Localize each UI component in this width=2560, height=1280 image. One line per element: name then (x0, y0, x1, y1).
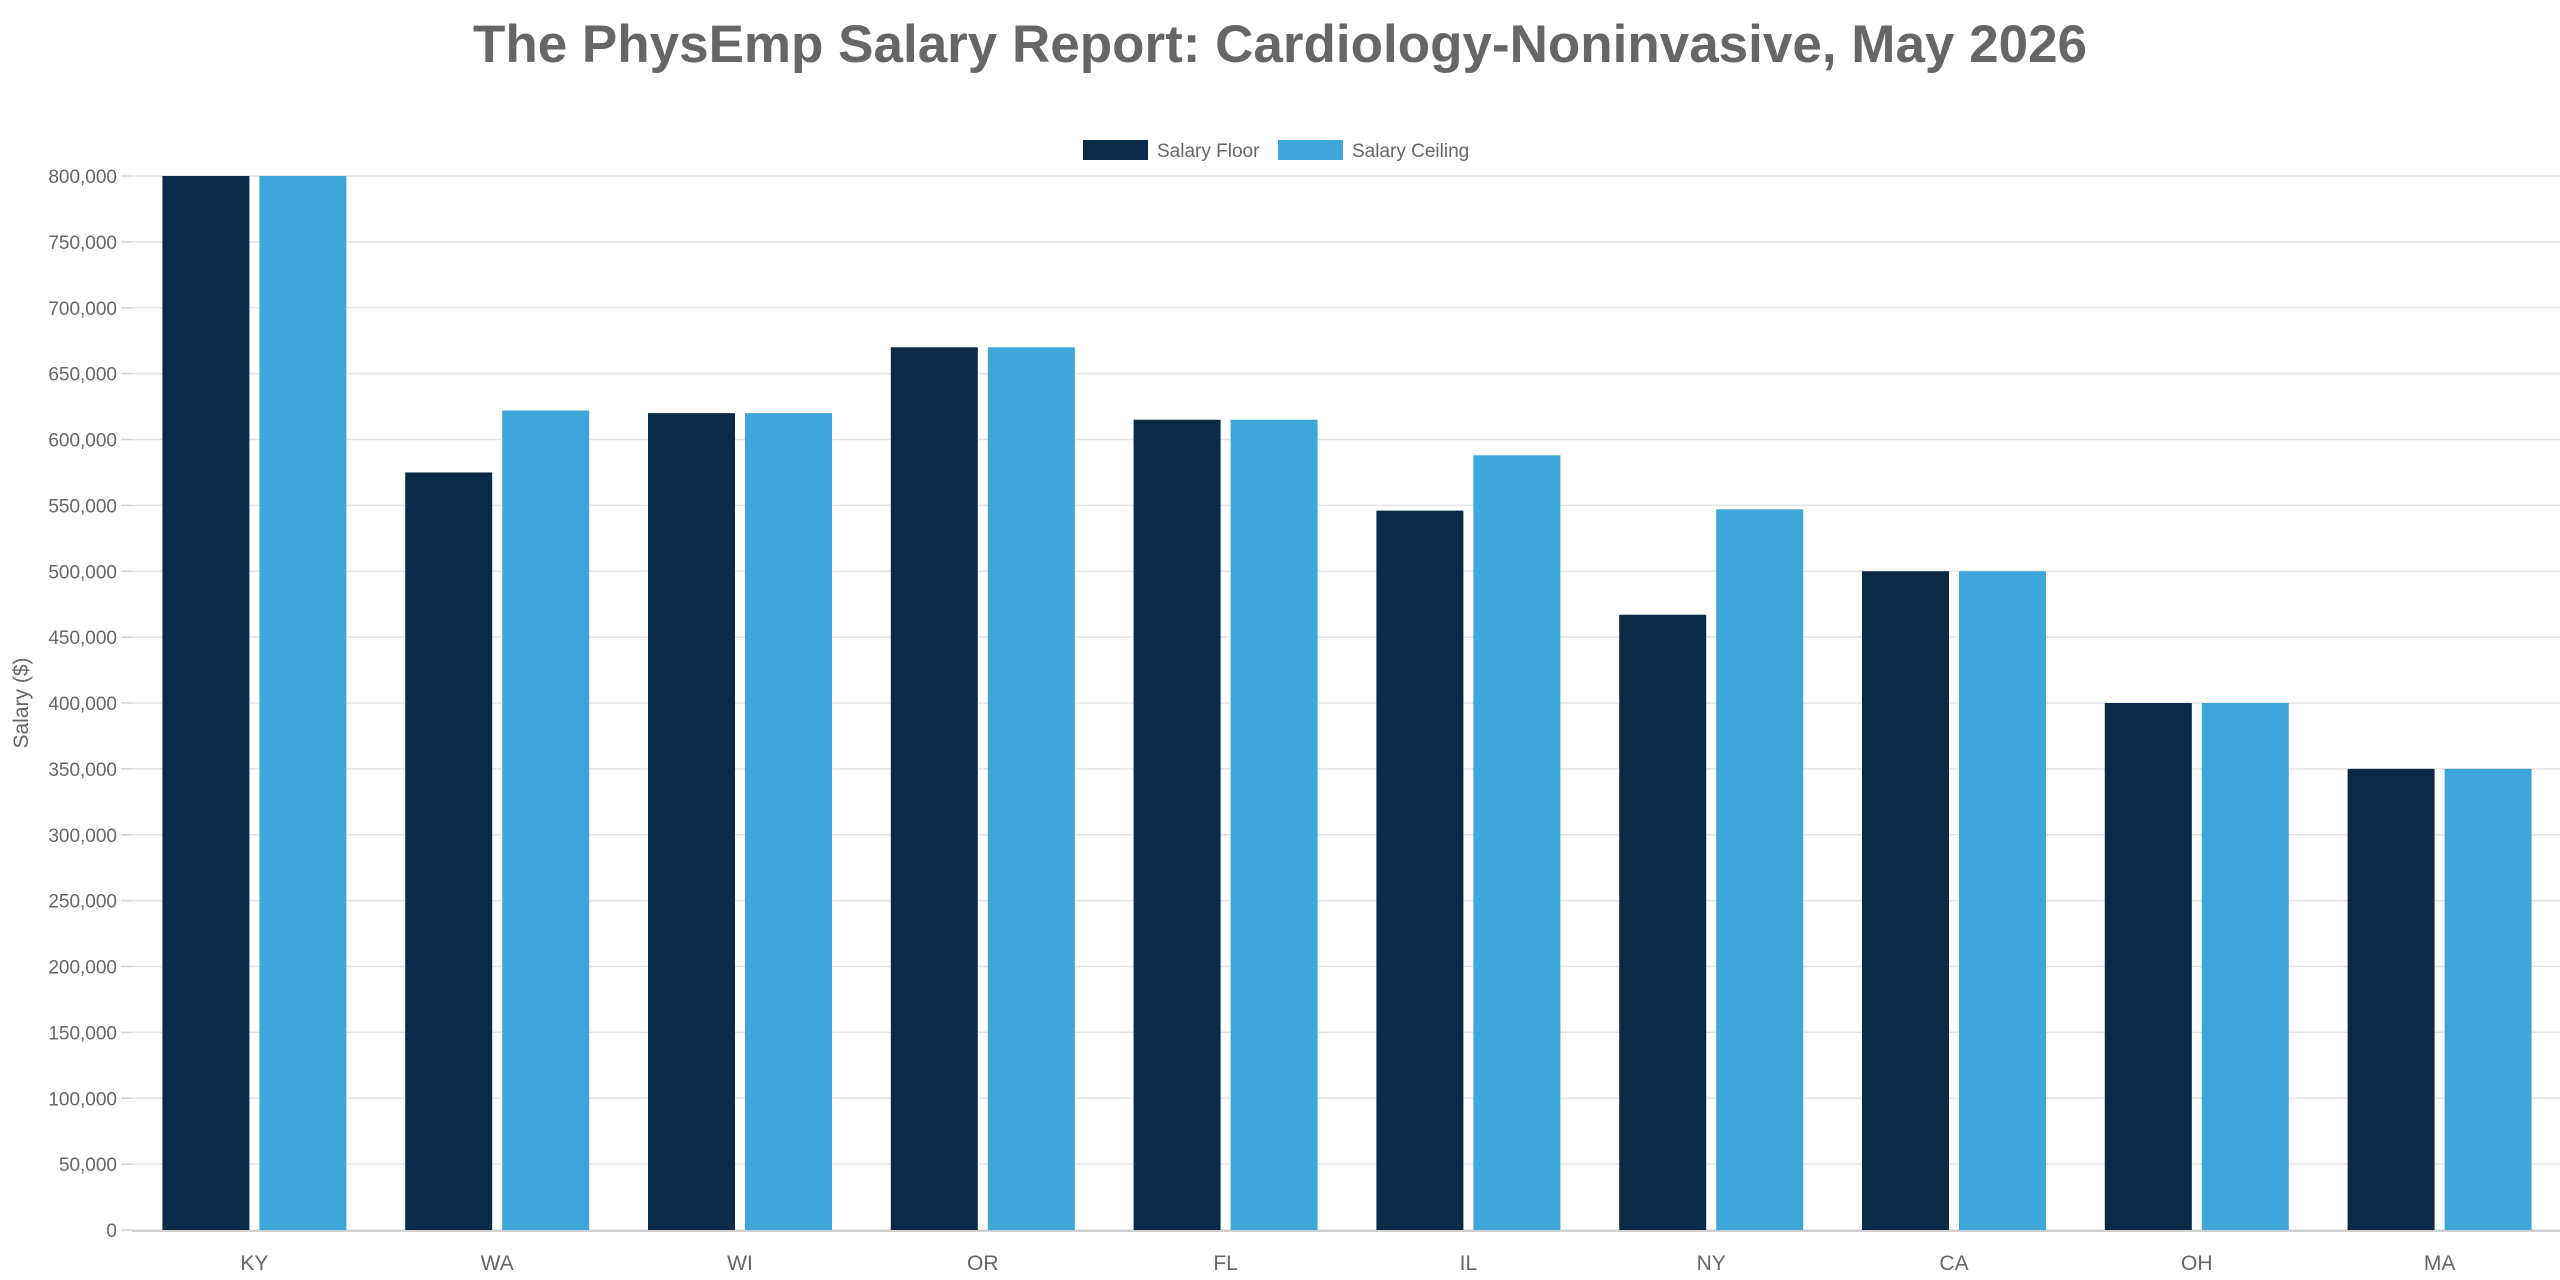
bar-salary-ceiling-ky (259, 176, 347, 1230)
y-tick-label: 650,000 (48, 365, 117, 386)
x-tick-label-fl: FL (1213, 1252, 1238, 1275)
bar-salary-ceiling-wi (745, 413, 832, 1230)
x-tick-label-wi: WI (727, 1252, 753, 1275)
y-tick-label: 500,000 (48, 562, 117, 583)
bar-salary-floor-wi (648, 413, 735, 1230)
y-tick-label: 600,000 (48, 431, 117, 452)
bar-salary-floor-wa (405, 472, 493, 1230)
bar-salary-floor-fl (1133, 419, 1221, 1230)
y-tick-label: 450,000 (48, 628, 117, 649)
bar-salary-ceiling-ny (1716, 509, 1804, 1230)
y-tick-label: 300,000 (48, 826, 117, 847)
x-tick-label-ny: NY (1697, 1252, 1726, 1275)
bar-salary-ceiling-il (1473, 455, 1561, 1230)
y-tick-label: 550,000 (48, 496, 117, 517)
bar-salary-ceiling-or (987, 347, 1075, 1230)
x-tick-label-il: IL (1460, 1252, 1478, 1275)
x-tick-label-or: OR (967, 1252, 999, 1275)
bar-salary-floor-il (1376, 510, 1464, 1230)
y-tick-label: 400,000 (48, 694, 117, 715)
bar-salary-ceiling-ca (1959, 571, 2046, 1230)
bar-salary-floor-ma (2347, 768, 2435, 1230)
x-tick-label-oh: OH (2181, 1252, 2213, 1275)
chart-title: The PhysEmp Salary Report: Cardiology-No… (473, 15, 2087, 74)
legend-label-salary-ceiling: Salary Ceiling (1352, 141, 1469, 162)
x-axis-ticks: KY WA WI OR FL IL NY CA OH MA (132, 1230, 2560, 1275)
y-tick-label: 0 (106, 1221, 117, 1242)
y-tick-label: 800,000 (48, 167, 117, 188)
legend-swatch-salary-ceiling (1278, 140, 1343, 160)
legend: Salary Floor Salary Ceiling (1083, 140, 1469, 162)
y-tick-label: 750,000 (48, 233, 117, 254)
bar-salary-ceiling-oh (2201, 703, 2289, 1230)
y-tick-label: 50,000 (59, 1155, 117, 1176)
bar-salary-floor-ny (1619, 614, 1707, 1230)
y-tick-label: 100,000 (48, 1089, 117, 1110)
y-tick-label: 250,000 (48, 892, 117, 913)
x-tick-label-ky: KY (240, 1252, 268, 1275)
gridlines (132, 175, 2560, 1231)
bar-salary-ceiling-ma (2444, 768, 2532, 1230)
bar-salary-floor-or (890, 347, 978, 1230)
bar-salary-ceiling-fl (1230, 419, 1318, 1230)
y-tick-label: 150,000 (48, 1023, 117, 1044)
y-tick-label: 700,000 (48, 299, 117, 320)
bar-salary-ceiling-wa (502, 410, 590, 1230)
bar-salary-floor-ky (162, 176, 250, 1230)
bar-salary-floor-ca (1862, 571, 1949, 1230)
x-tick-label-ma: MA (2424, 1252, 2456, 1275)
bar-salary-floor-oh (2104, 703, 2192, 1230)
y-axis-title: Salary ($) (10, 657, 33, 748)
x-tick-label-wa: WA (481, 1252, 514, 1275)
bars (162, 176, 2532, 1230)
y-tick-label: 350,000 (48, 760, 117, 781)
legend-swatch-salary-floor (1083, 140, 1148, 160)
y-axis-ticks: 0 50,000 100,000 150,000 200,000 250,000 300,0… (48, 167, 132, 1242)
y-tick-label: 200,000 (48, 958, 117, 979)
legend-label-salary-floor: Salary Floor (1157, 141, 1260, 162)
x-tick-label-ca: CA (1939, 1252, 1968, 1275)
